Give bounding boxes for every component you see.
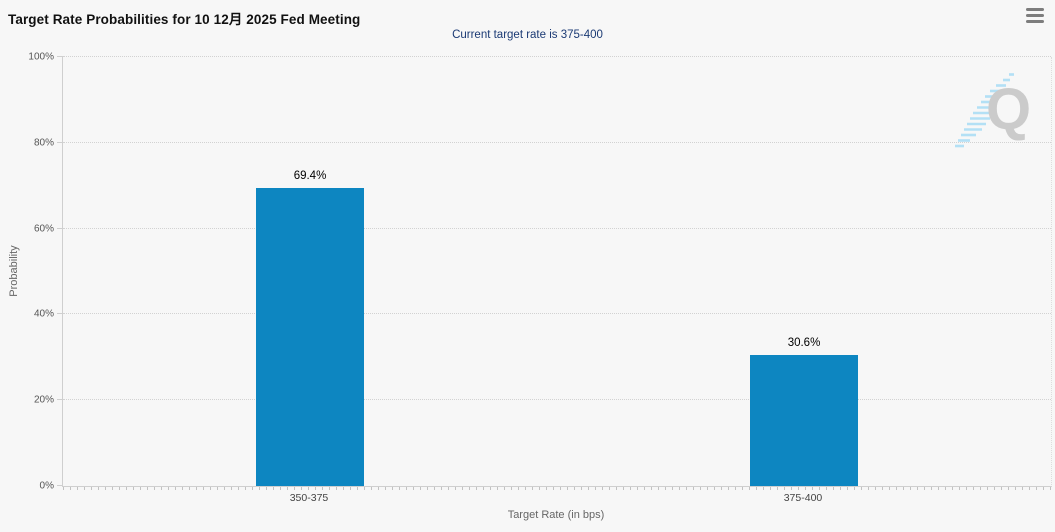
y-tick-label: 20% <box>33 394 54 406</box>
y-tick-label: 0% <box>39 480 54 492</box>
y-tick-label: 80% <box>33 137 54 149</box>
bar-value-label: 69.4% <box>293 170 327 183</box>
probability-bar[interactable] <box>256 188 364 486</box>
y-gridline <box>63 56 1051 57</box>
x-tick-label: 350-375 <box>289 492 329 504</box>
chart-title: Target Rate Probabilities for 10 12月 202… <box>8 12 361 27</box>
y-gridline <box>63 313 1051 315</box>
probability-bar[interactable] <box>750 354 858 486</box>
y-axis-tick <box>57 399 63 401</box>
watermark-letter: Q <box>986 77 1031 142</box>
chart-subtitle: Current target rate is 375-400 <box>452 29 603 41</box>
y-tick-label: 100% <box>28 51 54 63</box>
y-axis-tick <box>57 227 63 229</box>
hamburger-menu-icon[interactable] <box>1026 8 1044 23</box>
hamburger-bar <box>1026 8 1044 12</box>
watermark-stripes <box>955 73 1014 148</box>
bar-value-label: 30.6% <box>787 336 821 349</box>
y-tick-label: 60% <box>33 223 54 235</box>
y-tick-label: 40% <box>33 308 54 320</box>
hamburger-bar <box>1026 19 1044 23</box>
y-axis-tick <box>57 141 63 143</box>
y-axis-tick <box>57 485 63 486</box>
x-axis-title: Target Rate (in bps) <box>507 509 605 521</box>
y-gridline <box>63 399 1051 401</box>
watermark-q-logo: Q <box>955 73 1031 148</box>
y-axis-tick <box>57 56 63 57</box>
y-axis-tick <box>57 313 63 315</box>
plot-area: Q 69.4% 30.6% <box>57 56 1052 490</box>
y-gridline <box>63 141 1051 143</box>
y-gridline <box>63 227 1051 229</box>
y-axis-title: Probability <box>8 245 20 297</box>
hamburger-bar <box>1026 13 1044 18</box>
x-tick-label: 375-400 <box>783 492 823 504</box>
